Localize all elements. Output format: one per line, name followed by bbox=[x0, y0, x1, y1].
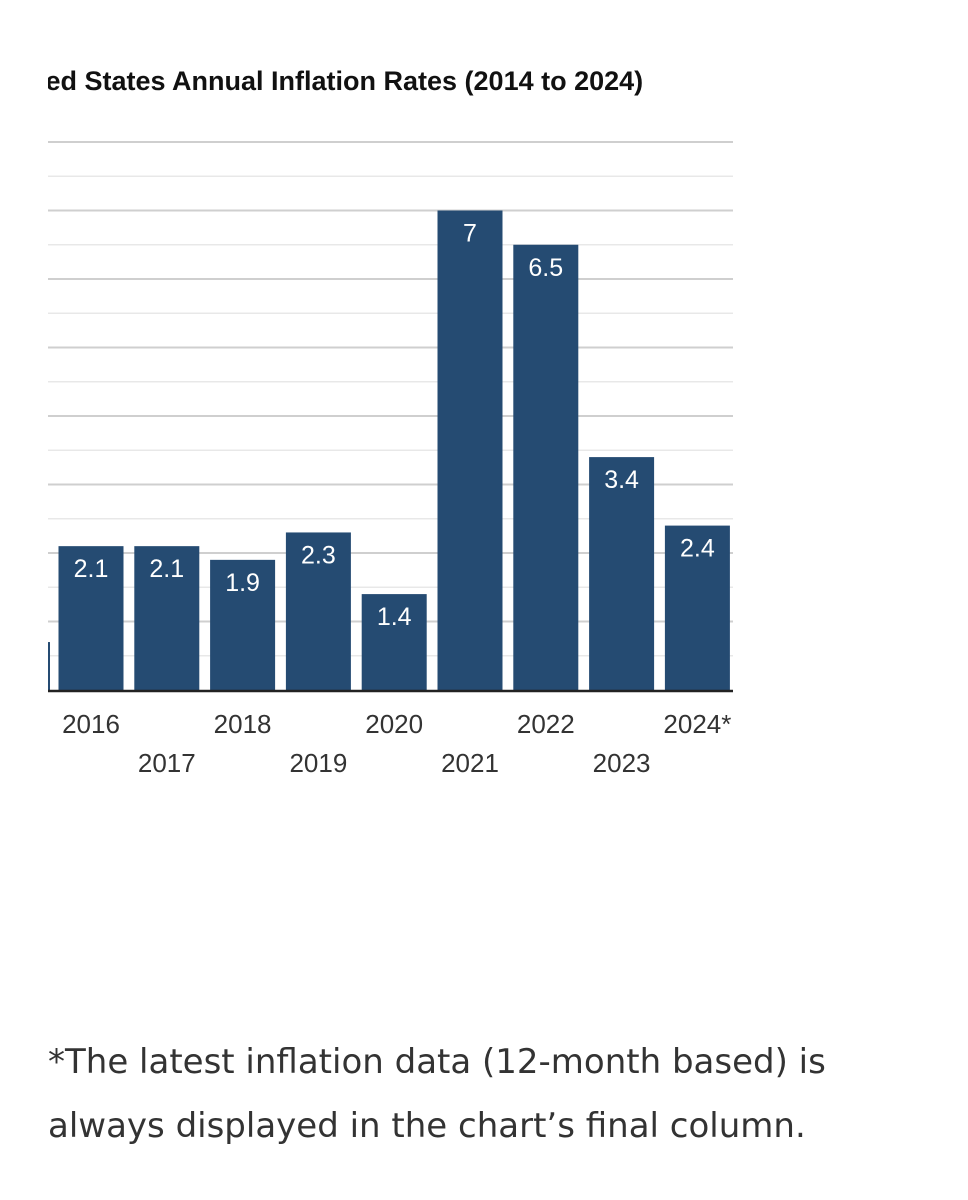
chart-title: United States Annual Inflation Rates (20… bbox=[48, 62, 748, 100]
x-tick-label: 2018 bbox=[214, 709, 272, 739]
bar-2021 bbox=[437, 210, 503, 690]
x-tick-label: 2024* bbox=[663, 709, 731, 739]
chart-title-text: United States Annual Inflation Rates (20… bbox=[48, 66, 644, 96]
data-label: 3.4 bbox=[604, 466, 639, 494]
x-tick-label: 2019 bbox=[289, 748, 347, 778]
data-label: 1.4 bbox=[377, 603, 412, 631]
x-tick-label: 2023 bbox=[593, 748, 651, 778]
x-tick-label: 2020 bbox=[365, 709, 423, 739]
bar-2022 bbox=[513, 244, 579, 690]
x-tick-label: 2021 bbox=[441, 748, 499, 778]
bar-2016 bbox=[58, 546, 124, 690]
chart-footnote: *The latest inflation data (12-month bas… bbox=[48, 1042, 826, 1146]
x-tick-label: 2016 bbox=[62, 709, 120, 739]
bar-2020 bbox=[361, 594, 427, 690]
bar-2024 bbox=[664, 525, 730, 690]
bar-2018 bbox=[210, 559, 276, 690]
data-label: 1.9 bbox=[225, 569, 260, 597]
bar-2019 bbox=[285, 532, 351, 690]
inflation-bar-chart: 2.1 2016 2.1 2017 1.9 2018 2.3 2019 1.4 2020 7 2021… bbox=[48, 141, 733, 778]
data-label: 7 bbox=[463, 220, 477, 248]
clipped-bar-edge bbox=[48, 642, 50, 690]
data-label: 2.3 bbox=[301, 541, 336, 569]
bar-2017 bbox=[134, 546, 200, 690]
data-label: 2.4 bbox=[680, 535, 715, 563]
bar-2023 bbox=[589, 457, 655, 690]
data-label: 2.1 bbox=[149, 555, 184, 583]
data-label: 2.1 bbox=[74, 555, 109, 583]
x-tick-label: 2022 bbox=[517, 709, 575, 739]
data-label: 6.5 bbox=[528, 254, 563, 282]
x-tick-label: 2017 bbox=[138, 748, 196, 778]
